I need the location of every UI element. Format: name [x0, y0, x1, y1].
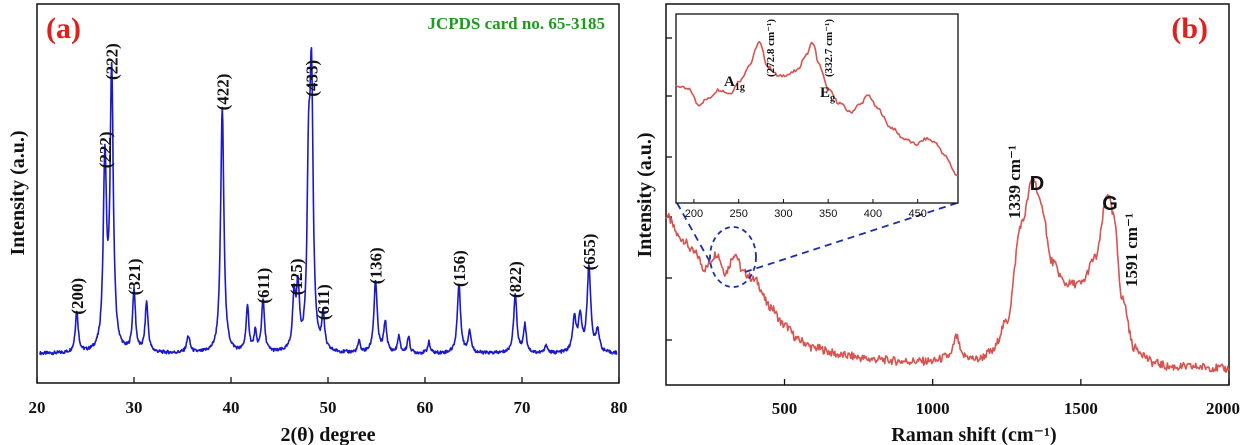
inset-x-tick-label: 200: [685, 208, 703, 220]
inset-x-tick-label: 400: [864, 208, 882, 220]
inset-a1g-label-subscript: 1g: [735, 82, 745, 93]
inset-eg-label-subscript: g: [830, 93, 835, 104]
peak-label: (822): [506, 261, 525, 298]
panel-b: 500 1000 1500 2000 (b) D G 1339 cm⁻¹ 1591 c…: [634, 3, 1240, 445]
peak-label: (200): [68, 278, 87, 315]
x-tick-label: 40: [223, 398, 240, 417]
inset-a1g-label: A1g: [724, 74, 745, 93]
panel-b-label: (b): [1171, 12, 1208, 45]
panel-a-x-axis-label: 2(θ) degree: [280, 424, 375, 445]
raman-spectrum-line: [665, 176, 1230, 373]
x-tick-label: 80: [611, 398, 628, 417]
inset-x-tick-label: 250: [729, 208, 747, 220]
x-tick-label: 70: [514, 398, 531, 417]
panel-a-x-ticks: 20 30 40 50 60 70 80: [29, 377, 628, 417]
peak-label: (433): [303, 60, 322, 97]
x-tick-label: 500: [772, 399, 798, 418]
peak-label: (222): [103, 43, 122, 80]
inset-eg-label: Eg: [820, 85, 835, 104]
panel-a-y-axis-label: Intensity (a.u.): [7, 130, 29, 255]
peak-label: (321): [125, 258, 144, 295]
x-tick-label: 50: [320, 398, 337, 417]
jcpds-card-text: JCPDS card no. 65-3185: [427, 14, 605, 33]
x-tick-label: 20: [29, 398, 46, 417]
inset-spectrum-line: [675, 40, 959, 177]
raman-inset: 200 250 300 350 400 450 A1g Eg (272.8 cm⁻¹) (…: [675, 13, 959, 220]
inset-a1g-value: (272.8 cm⁻¹): [765, 19, 777, 77]
panel-a: 20 30 40 50 60 70 80 (200) (222) (222) (321) (422)…: [7, 3, 628, 445]
peak-label: (422): [213, 74, 232, 111]
peak-label: (136): [367, 247, 386, 284]
panel-a-plot-frame: [36, 3, 620, 384]
peak-label: (156): [450, 250, 469, 287]
inset-frame: [675, 13, 959, 204]
peak-label: (222): [96, 131, 115, 168]
x-tick-label: 1000: [916, 399, 950, 418]
inset-eg-value: (332.7 cm⁻¹): [823, 19, 835, 77]
d-band-value: 1339 cm⁻¹: [1005, 145, 1024, 219]
peak-label: (125): [287, 258, 306, 295]
g-band-label: G: [1102, 193, 1118, 215]
inset-x-tick-label: 350: [819, 208, 837, 220]
g-band-value: 1591 cm⁻¹: [1122, 213, 1141, 287]
panel-a-label: (a): [46, 12, 81, 45]
inset-x-ticks: 200 250 300 350 400 450: [685, 199, 927, 220]
x-tick-label: 60: [417, 398, 434, 417]
d-band-label: D: [1030, 173, 1044, 195]
inset-x-tick-label: 300: [774, 208, 792, 220]
panel-b-x-axis-label: Raman shift (cm⁻¹): [891, 424, 1056, 445]
x-tick-label: 1500: [1064, 399, 1098, 418]
inset-x-tick-label: 450: [909, 208, 927, 220]
panel-b-y-ticks: [666, 37, 672, 341]
x-tick-label: 2000: [1206, 399, 1240, 418]
peak-label: (611): [254, 268, 273, 304]
panel-b-plot-frame: [665, 3, 1230, 386]
inset-guide-right: [744, 202, 958, 273]
peak-label: (611): [314, 284, 333, 320]
x-tick-label: 30: [126, 398, 143, 417]
inset-region-ellipse: [709, 226, 757, 288]
panel-b-y-axis-label: Intensity (a.u.): [634, 132, 656, 257]
peak-label: (655): [580, 234, 599, 271]
panel-b-x-ticks: 500 1000 1500 2000: [772, 379, 1240, 418]
xrd-pattern-line: [39, 47, 618, 356]
panel-a-peak-labels: (200) (222) (222) (321) (422) (611) (125) (433)…: [68, 43, 599, 320]
